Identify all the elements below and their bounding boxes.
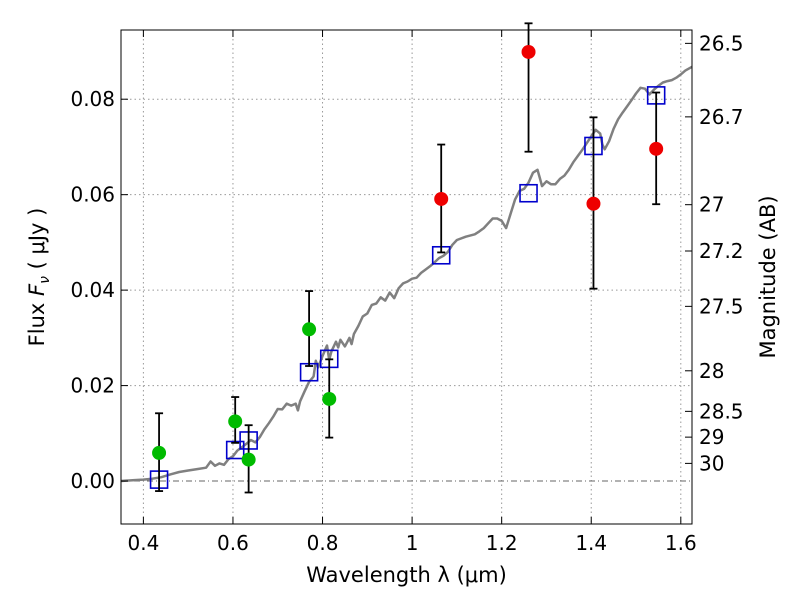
- x-tick-label: 1.6: [665, 531, 697, 555]
- y-axis-label-pre: Flux: [25, 296, 49, 346]
- optical-flux-point: [152, 445, 167, 460]
- optical-flux-point: [302, 322, 317, 337]
- nir-flux-point: [649, 141, 664, 156]
- x-tick-label: 1.2: [486, 531, 518, 555]
- y2-tick-label: 28.5: [699, 399, 744, 423]
- model-spectrum-line: [120, 65, 693, 483]
- y2-tick-label: 29: [699, 425, 724, 449]
- y2-tick-label: 28: [699, 359, 724, 383]
- y-axis-label-sub: ν: [37, 276, 53, 284]
- plot-frame: [120, 29, 693, 525]
- model-photometry-square: [225, 440, 245, 460]
- optical-flux-point: [322, 391, 337, 406]
- y2-axis-label: Magnitude (AB): [756, 195, 780, 358]
- y2-tick-label: 27.5: [699, 294, 744, 318]
- y-tick-label: 0.08: [70, 87, 115, 111]
- plot-layer: [120, 22, 693, 494]
- y2-tick-label: 27: [699, 193, 724, 217]
- y2-tick-label: 26.7: [699, 105, 744, 129]
- y-tick-label: 0.04: [70, 278, 115, 302]
- y2-tick-label: 30: [699, 451, 724, 475]
- y-axis-label-var: F: [25, 283, 49, 296]
- nir-flux-point: [521, 44, 536, 59]
- y-axis-label-post: ( μJy ): [25, 208, 49, 276]
- x-tick-label: 0.8: [307, 531, 339, 555]
- x-tick-label: 1.4: [575, 531, 607, 555]
- nir-flux-point: [434, 191, 449, 206]
- y-tick-label: 0.00: [70, 469, 115, 493]
- tick-layer: 0.4 0.6 0.8 1 1.2 1.4 1.6 0.00 0.02 0.04 0.06 0.08 2…: [70, 30, 744, 555]
- y2-tick-label: 26.5: [699, 31, 744, 55]
- x-axis-label: Wavelength λ (μm): [306, 563, 507, 587]
- y-tick-label: 0.02: [70, 374, 115, 398]
- nir-flux-point: [586, 196, 601, 211]
- x-tick-label: 0.6: [217, 531, 249, 555]
- y2-tick-label: 27.2: [699, 239, 744, 263]
- y-tick-label: 0.06: [70, 183, 115, 207]
- optical-flux-point: [241, 452, 256, 467]
- grid-layer: [121, 30, 692, 524]
- x-tick-label: 1: [406, 531, 419, 555]
- optical-flux-point: [228, 414, 243, 429]
- y-axis-label: Flux Fν ( μJy ): [25, 208, 53, 347]
- x-tick-label: 0.4: [127, 531, 159, 555]
- model-photometry-square: [519, 183, 538, 203]
